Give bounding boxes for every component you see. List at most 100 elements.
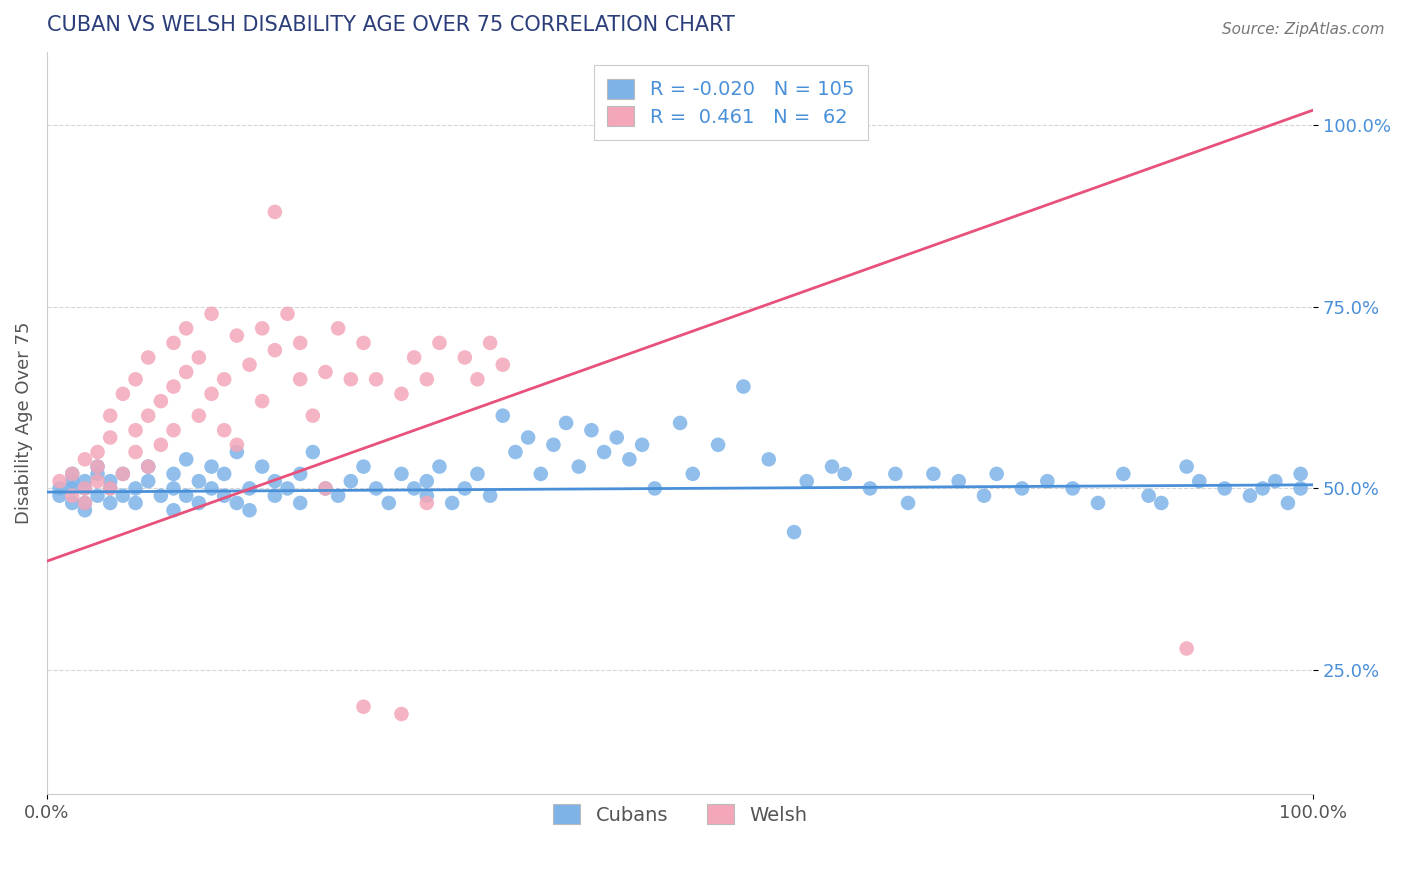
Point — [758, 452, 780, 467]
Point — [200, 482, 222, 496]
Point — [682, 467, 704, 481]
Point — [187, 351, 209, 365]
Point — [250, 459, 273, 474]
Point — [174, 321, 197, 335]
Point — [1289, 482, 1312, 496]
Point — [174, 452, 197, 467]
Point — [225, 496, 247, 510]
Point — [174, 489, 197, 503]
Point — [707, 438, 730, 452]
Point — [340, 372, 363, 386]
Point — [60, 489, 83, 503]
Point — [315, 482, 337, 496]
Point — [568, 459, 591, 474]
Point — [136, 351, 159, 365]
Point — [136, 409, 159, 423]
Point — [124, 496, 146, 510]
Point — [124, 482, 146, 496]
Point — [492, 409, 515, 423]
Point — [136, 459, 159, 474]
Point — [353, 459, 375, 474]
Text: Source: ZipAtlas.com: Source: ZipAtlas.com — [1222, 22, 1385, 37]
Point — [378, 496, 401, 510]
Point — [1175, 459, 1198, 474]
Point — [517, 430, 540, 444]
Point — [200, 307, 222, 321]
Point — [200, 387, 222, 401]
Point — [922, 467, 945, 481]
Point — [467, 467, 489, 481]
Point — [1289, 467, 1312, 481]
Point — [250, 394, 273, 409]
Point — [98, 482, 121, 496]
Point — [149, 489, 172, 503]
Point — [315, 482, 337, 496]
Point — [48, 482, 70, 496]
Point — [1087, 496, 1109, 510]
Point — [263, 343, 285, 358]
Point — [98, 482, 121, 496]
Point — [86, 459, 108, 474]
Point — [796, 474, 818, 488]
Point — [366, 482, 388, 496]
Point — [821, 459, 844, 474]
Point — [111, 467, 134, 481]
Point — [73, 496, 96, 510]
Point — [391, 387, 413, 401]
Point — [86, 459, 108, 474]
Point — [149, 394, 172, 409]
Point — [98, 409, 121, 423]
Point — [530, 467, 553, 481]
Point — [288, 335, 311, 350]
Point — [111, 387, 134, 401]
Point — [429, 335, 451, 350]
Point — [328, 321, 350, 335]
Point — [60, 467, 83, 481]
Point — [454, 482, 477, 496]
Point — [73, 482, 96, 496]
Point — [187, 409, 209, 423]
Point — [60, 482, 83, 496]
Point — [200, 459, 222, 474]
Point — [136, 459, 159, 474]
Point — [353, 699, 375, 714]
Point — [1239, 489, 1261, 503]
Point — [124, 423, 146, 437]
Point — [505, 445, 527, 459]
Point — [1277, 496, 1299, 510]
Point — [98, 430, 121, 444]
Point — [404, 482, 426, 496]
Point — [212, 423, 235, 437]
Point — [479, 335, 502, 350]
Point — [783, 525, 806, 540]
Point — [263, 474, 285, 488]
Point — [73, 496, 96, 510]
Point — [416, 372, 439, 386]
Point — [162, 335, 184, 350]
Point — [301, 445, 323, 459]
Point — [1036, 474, 1059, 488]
Point — [733, 379, 755, 393]
Point — [124, 445, 146, 459]
Point — [1251, 482, 1274, 496]
Point — [238, 358, 260, 372]
Point — [288, 496, 311, 510]
Point — [238, 503, 260, 517]
Point — [301, 409, 323, 423]
Point — [86, 445, 108, 459]
Point — [1137, 489, 1160, 503]
Point — [619, 452, 641, 467]
Point — [225, 445, 247, 459]
Point — [263, 205, 285, 219]
Point — [834, 467, 856, 481]
Point — [238, 482, 260, 496]
Point — [416, 496, 439, 510]
Point — [162, 467, 184, 481]
Point — [1011, 482, 1033, 496]
Point — [276, 307, 298, 321]
Point — [492, 358, 515, 372]
Point — [1213, 482, 1236, 496]
Point — [250, 321, 273, 335]
Point — [73, 452, 96, 467]
Point — [404, 351, 426, 365]
